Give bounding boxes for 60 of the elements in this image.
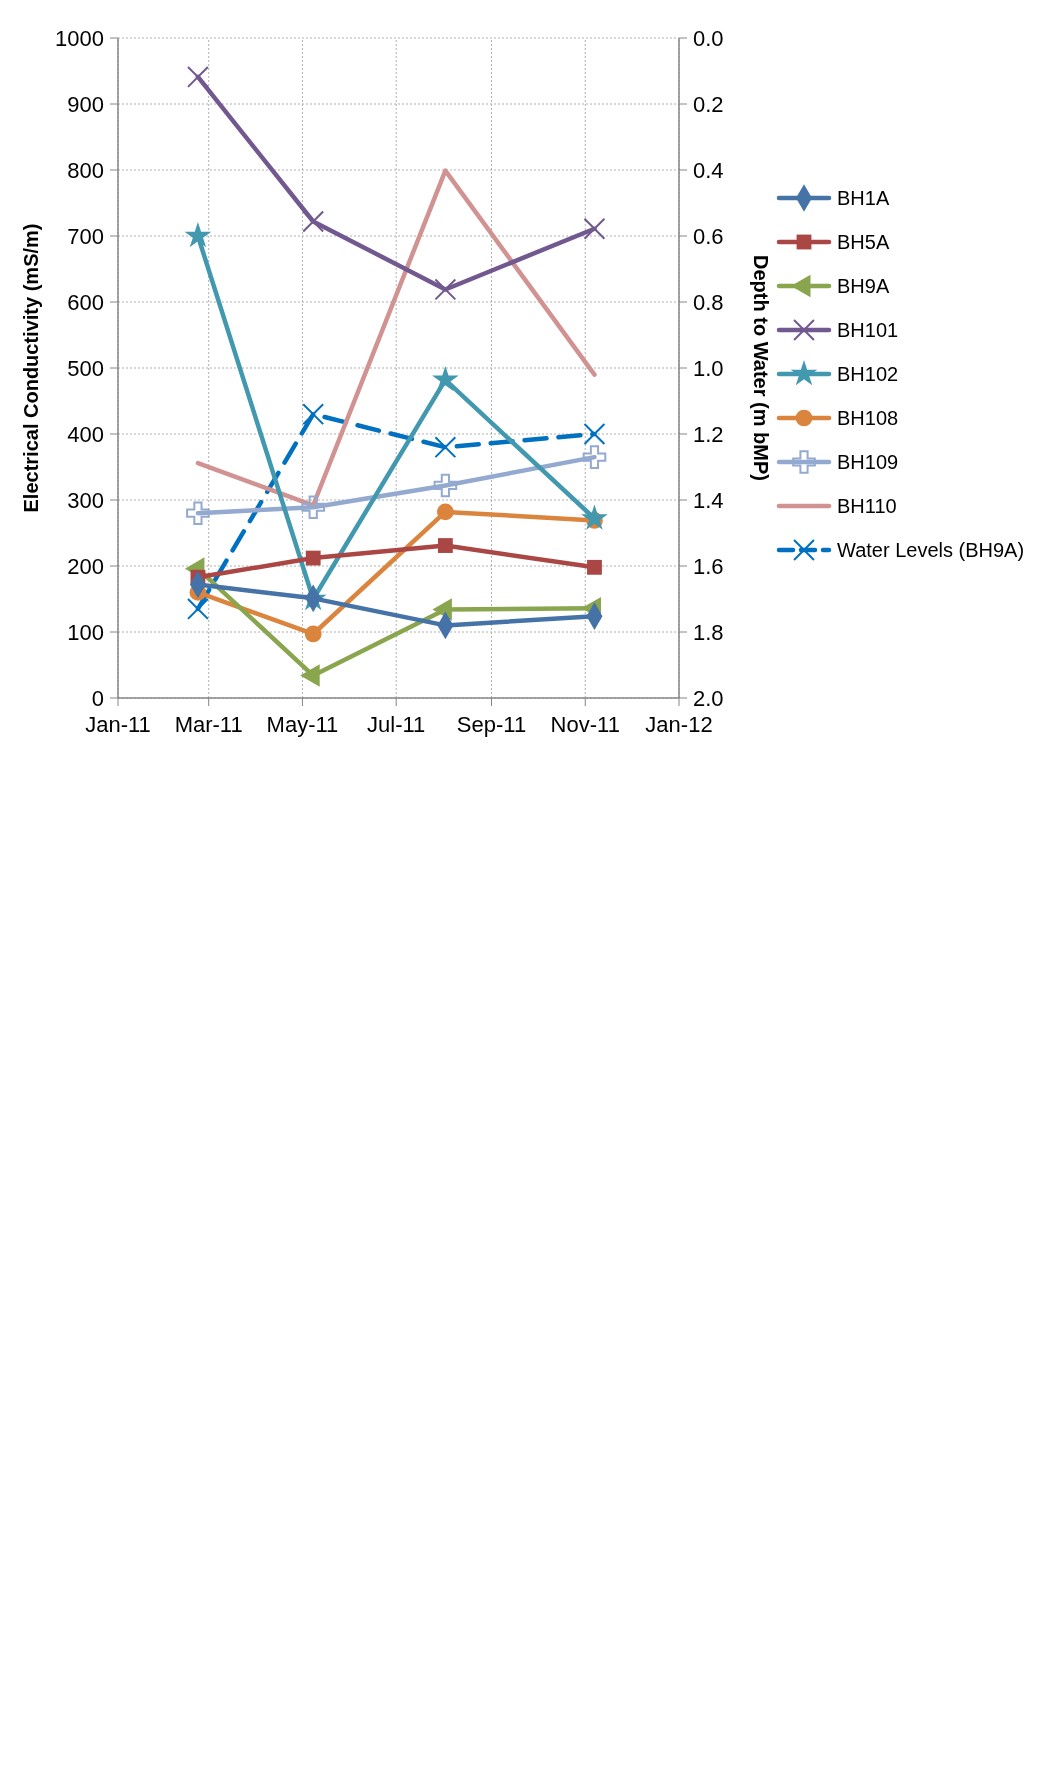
point bbox=[583, 423, 606, 445]
y2-tick-label: 0.6 bbox=[693, 223, 724, 249]
y2-axis-title: Depth to Water (m bMP) bbox=[750, 255, 772, 481]
legend-label: BH5A bbox=[837, 231, 890, 253]
y-tick-label: 900 bbox=[67, 91, 104, 117]
y-tick-label: 100 bbox=[67, 619, 104, 645]
point bbox=[581, 504, 608, 530]
point bbox=[432, 365, 459, 392]
point bbox=[186, 501, 210, 526]
y-axis-title: Electrical Conductivity (mS/m) bbox=[20, 223, 42, 513]
point bbox=[434, 278, 457, 301]
y2-tick-label: 1.0 bbox=[693, 355, 724, 381]
y-tick-label: 300 bbox=[67, 487, 104, 513]
legend-label: BH108 bbox=[837, 407, 899, 429]
legend-label: Water Levels (BH9A) bbox=[837, 539, 1025, 561]
y2-tick-label: 1.2 bbox=[693, 421, 724, 447]
point bbox=[434, 436, 457, 459]
x-tick-label: Sep-11 bbox=[456, 712, 527, 737]
legend-label: BH109 bbox=[837, 451, 899, 473]
point bbox=[583, 217, 606, 240]
y2-tick-label: 2.0 bbox=[693, 685, 724, 711]
point bbox=[433, 473, 458, 498]
point bbox=[582, 445, 607, 469]
y-tick-label: 0 bbox=[91, 685, 104, 711]
y2-tick-label: 0.4 bbox=[693, 157, 724, 183]
y-tick-label: 600 bbox=[67, 289, 104, 315]
y-tick-label: 500 bbox=[67, 355, 104, 381]
y-tick-label: 800 bbox=[67, 157, 104, 183]
y-tick-label: 400 bbox=[67, 421, 104, 447]
point bbox=[305, 550, 321, 566]
y2-tick-label: 0.2 bbox=[693, 91, 724, 117]
y2-tick-label: 1.4 bbox=[693, 487, 724, 513]
legend-label: BH102 bbox=[837, 363, 899, 385]
point bbox=[437, 503, 454, 521]
x-tick-label: Jan-11 bbox=[85, 712, 151, 737]
legend-label: BH1A bbox=[837, 187, 890, 209]
point bbox=[587, 559, 602, 575]
x-tick-label: May-11 bbox=[266, 712, 339, 737]
x-tick-label: Jul-11 bbox=[367, 712, 426, 737]
point bbox=[437, 538, 453, 553]
point bbox=[302, 210, 325, 233]
x-tick-label: Jan-12 bbox=[645, 712, 713, 737]
point bbox=[304, 625, 322, 643]
point bbox=[186, 597, 209, 620]
y2-tick-label: 0.0 bbox=[693, 25, 724, 51]
point bbox=[301, 495, 326, 520]
point bbox=[302, 403, 325, 426]
y2-tick-label: 0.8 bbox=[693, 289, 724, 315]
y2-tick-label: 1.6 bbox=[693, 553, 724, 579]
legend-label: BH101 bbox=[837, 319, 899, 341]
point bbox=[184, 222, 212, 248]
x-tick-label: Nov-11 bbox=[550, 712, 620, 737]
y-tick-label: 200 bbox=[67, 553, 104, 579]
x-tick-label: Mar-11 bbox=[174, 712, 243, 737]
legend-label: BH110 bbox=[837, 495, 897, 517]
y-tick-label: 1000 bbox=[55, 25, 104, 51]
y2-tick-label: 1.8 bbox=[693, 619, 724, 645]
legend-label: BH9A bbox=[837, 275, 890, 297]
y-tick-label: 700 bbox=[67, 223, 104, 249]
point bbox=[186, 65, 209, 88]
